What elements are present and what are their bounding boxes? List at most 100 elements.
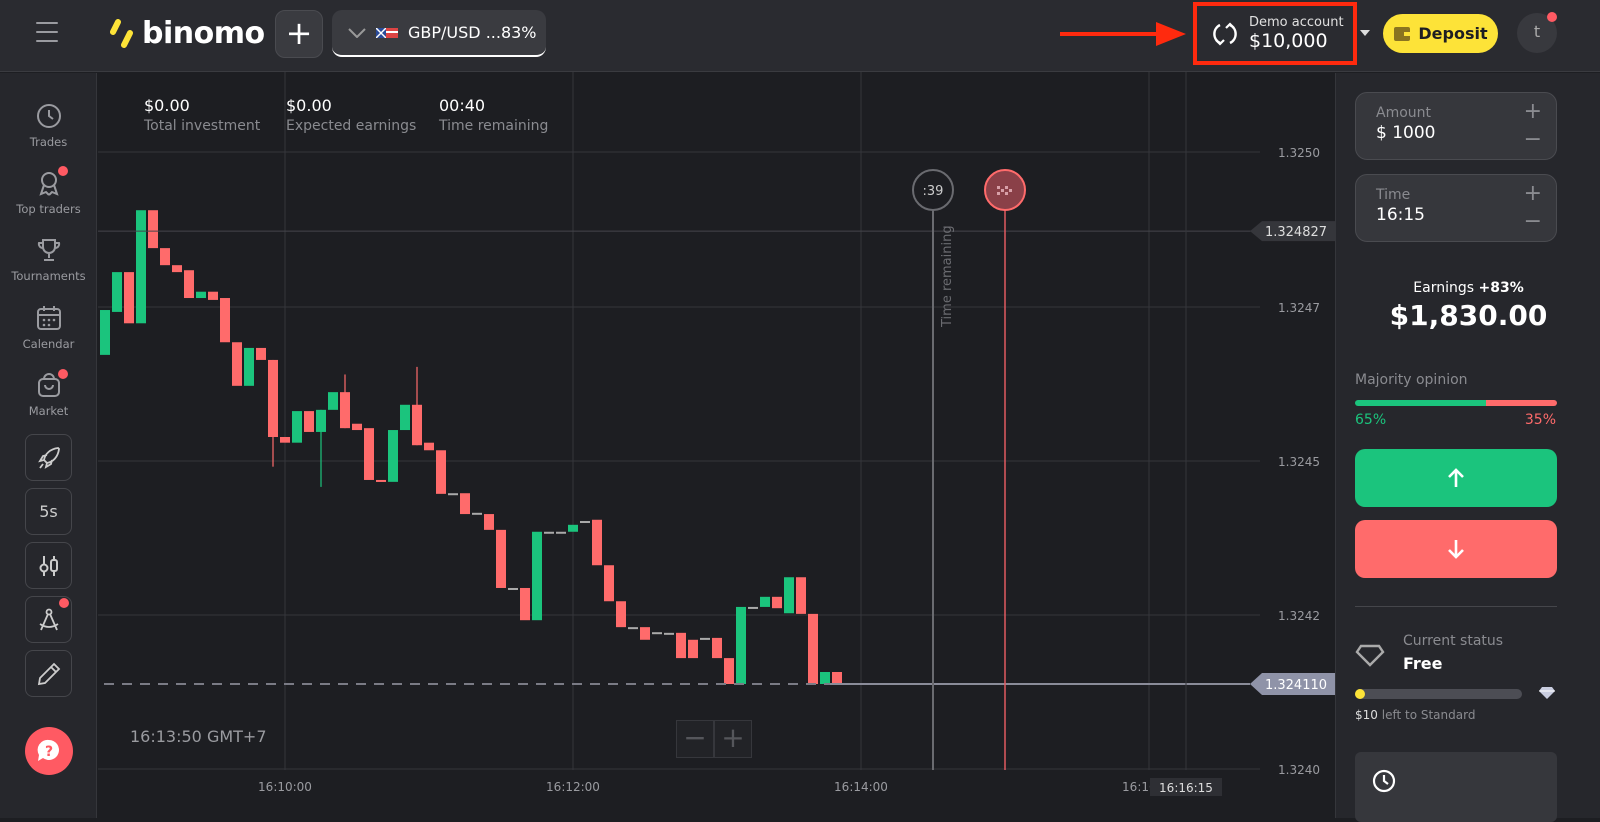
candle xyxy=(724,658,734,684)
candle xyxy=(244,347,254,386)
compass-icon xyxy=(39,608,58,630)
candle xyxy=(112,272,122,312)
timeframe-button[interactable]: 5s xyxy=(25,488,72,535)
candle xyxy=(424,442,434,451)
zoom-out-button[interactable]: − xyxy=(676,720,714,758)
candle xyxy=(784,577,794,614)
deposit-label: Deposit xyxy=(1418,24,1488,43)
stat-value: 00:40 xyxy=(439,96,486,115)
earnings-text: Earnings xyxy=(1413,280,1475,296)
candle xyxy=(460,493,470,515)
sidebar-item-market[interactable]: Market xyxy=(0,372,97,418)
candle xyxy=(136,210,146,324)
candle xyxy=(232,342,242,386)
drawing-button[interactable] xyxy=(25,650,72,697)
price-chart[interactable]: 1.3250 1.3247 1.3245 1.3242 1.3240 16:10:00 16… xyxy=(0,0,1335,818)
candle xyxy=(520,587,530,621)
time-label: Time xyxy=(1376,187,1411,203)
stat-label: Time remaining xyxy=(439,118,549,134)
deposit-button[interactable]: Deposit xyxy=(1383,14,1498,53)
y-tick-label: 1.3250 xyxy=(1278,146,1320,160)
time-value[interactable]: 16:15 xyxy=(1376,205,1425,225)
candle xyxy=(640,627,650,640)
candle xyxy=(820,671,830,684)
candle xyxy=(196,291,206,299)
notification-dot xyxy=(1547,12,1557,22)
up-button[interactable] xyxy=(1355,449,1557,507)
asset-selector[interactable]: GBP/USD ...83% xyxy=(332,10,546,57)
earnings-label: Earnings +83% xyxy=(1336,280,1600,296)
candle xyxy=(352,423,362,431)
sidebar-item-top-traders[interactable]: Top traders xyxy=(0,170,97,216)
rocket-icon xyxy=(37,446,60,469)
logo[interactable]: binomo xyxy=(110,16,265,51)
expiry-time-tag xyxy=(1150,778,1222,796)
candle xyxy=(832,671,842,684)
candle xyxy=(616,601,626,628)
candle xyxy=(496,529,506,588)
candle xyxy=(676,632,686,659)
wallet-icon xyxy=(1394,26,1411,41)
sidebar: Trades Top traders Tournaments Calendar … xyxy=(0,73,97,818)
bag-icon xyxy=(37,373,60,397)
divider xyxy=(1355,606,1557,607)
y-tick-label: 1.3247 xyxy=(1278,301,1320,315)
sidebar-item-trades[interactable]: Trades xyxy=(0,103,97,149)
x-tick-label: 16:10:00 xyxy=(258,780,312,794)
down-button[interactable] xyxy=(1355,520,1557,578)
amount-value[interactable]: $ 1000 xyxy=(1376,123,1436,143)
add-asset-button[interactable]: + xyxy=(275,10,323,58)
candle xyxy=(760,596,770,607)
candle xyxy=(436,450,446,494)
time-plus-button[interactable]: + xyxy=(1523,181,1542,206)
logo-icon xyxy=(110,18,133,48)
chart-type-button[interactable] xyxy=(25,542,72,589)
caret-down-icon[interactable] xyxy=(1360,30,1370,36)
candle xyxy=(340,392,350,429)
help-button[interactable]: ? xyxy=(25,727,73,775)
flag-cell xyxy=(1001,189,1004,192)
indicators-button[interactable] xyxy=(25,596,72,643)
candle xyxy=(808,613,818,684)
status-progress-track xyxy=(1355,689,1522,699)
sidebar-item-tournaments[interactable]: Tournaments xyxy=(0,237,97,283)
marker-price-tag xyxy=(1250,221,1335,242)
y-tick-label: 1.3245 xyxy=(1278,455,1320,469)
account-switcher[interactable]: Demo account $10,000 xyxy=(1193,2,1357,65)
candle xyxy=(328,392,338,410)
time-field[interactable]: Time 16:15 + − xyxy=(1355,174,1557,242)
flag-icon xyxy=(376,27,398,38)
stat-label: Expected earnings xyxy=(286,118,417,134)
timer-badge xyxy=(912,169,954,211)
status-label: Current status xyxy=(1403,633,1504,649)
majority-down-bar xyxy=(1486,400,1557,406)
amount-field[interactable]: Amount $ 1000 + − xyxy=(1355,92,1557,160)
expiry-time-label: 16:16:15 xyxy=(1159,781,1213,795)
candle xyxy=(124,272,134,324)
trades-history-card[interactable] xyxy=(1355,752,1557,822)
time-minus-button[interactable]: − xyxy=(1523,209,1542,234)
menu-icon[interactable] xyxy=(36,22,58,42)
x-tick-label: 16:14:00 xyxy=(834,780,888,794)
svg-text:?: ? xyxy=(45,744,53,760)
trade-panel: Amount $ 1000 + − Time 16:15 + − Earnings +83%… xyxy=(1335,73,1600,822)
candle xyxy=(604,565,614,602)
sidebar-item-calendar[interactable]: Calendar xyxy=(0,305,97,351)
amount-minus-button[interactable]: − xyxy=(1523,127,1542,152)
candle xyxy=(568,524,578,532)
stat-time-remaining: 00:40 Time remaining xyxy=(439,96,548,134)
stat-value: $0.00 xyxy=(144,96,190,115)
marker-price-label: 1.324827 xyxy=(1265,225,1327,240)
diamond-icon xyxy=(1539,687,1555,699)
arrow-annotation-icon xyxy=(1060,22,1186,46)
candle xyxy=(292,411,302,443)
top-bar: binomo + GBP/USD ...83% Demo account $10,… xyxy=(0,0,1600,72)
majority-up-bar xyxy=(1355,400,1487,406)
zoom-in-button[interactable]: + xyxy=(714,720,752,758)
amount-plus-button[interactable]: + xyxy=(1523,99,1542,124)
arrow-up-icon xyxy=(1448,468,1464,487)
progress-amount: $10 xyxy=(1355,708,1378,722)
earnings-percent: +83% xyxy=(1478,280,1524,296)
candle xyxy=(712,637,722,659)
rocket-button[interactable] xyxy=(25,434,72,481)
